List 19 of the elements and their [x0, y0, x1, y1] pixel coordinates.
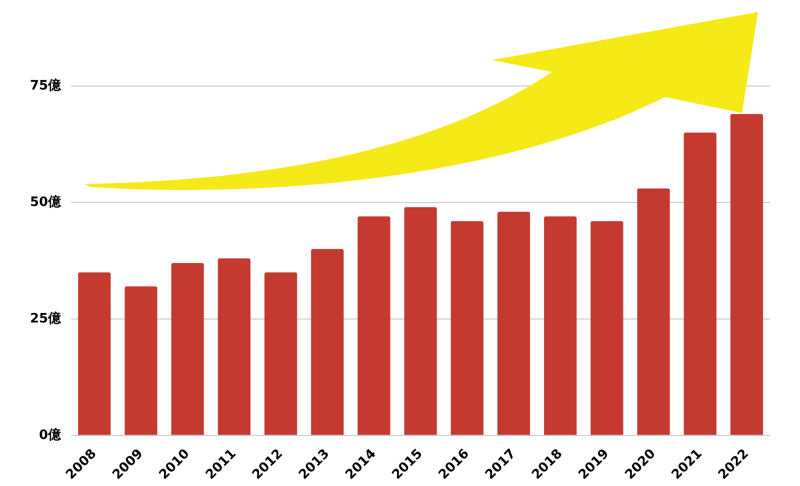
bar — [78, 272, 111, 435]
bar — [497, 212, 530, 435]
bar — [124, 286, 158, 435]
y-tick-label: 75億 — [30, 77, 62, 94]
y-tick-label: 25億 — [30, 310, 62, 326]
bar — [171, 263, 204, 435]
bar — [218, 258, 250, 435]
bar — [637, 188, 670, 435]
bar — [544, 216, 577, 435]
bar — [450, 221, 484, 435]
bar — [590, 221, 624, 435]
bar — [358, 216, 390, 435]
y-tick-label: 50億 — [30, 194, 62, 210]
bar — [264, 272, 298, 435]
bar — [404, 207, 437, 435]
bar — [311, 249, 344, 435]
bar — [730, 114, 764, 435]
y-tick-label: 0億 — [39, 426, 62, 443]
bar — [684, 132, 716, 435]
